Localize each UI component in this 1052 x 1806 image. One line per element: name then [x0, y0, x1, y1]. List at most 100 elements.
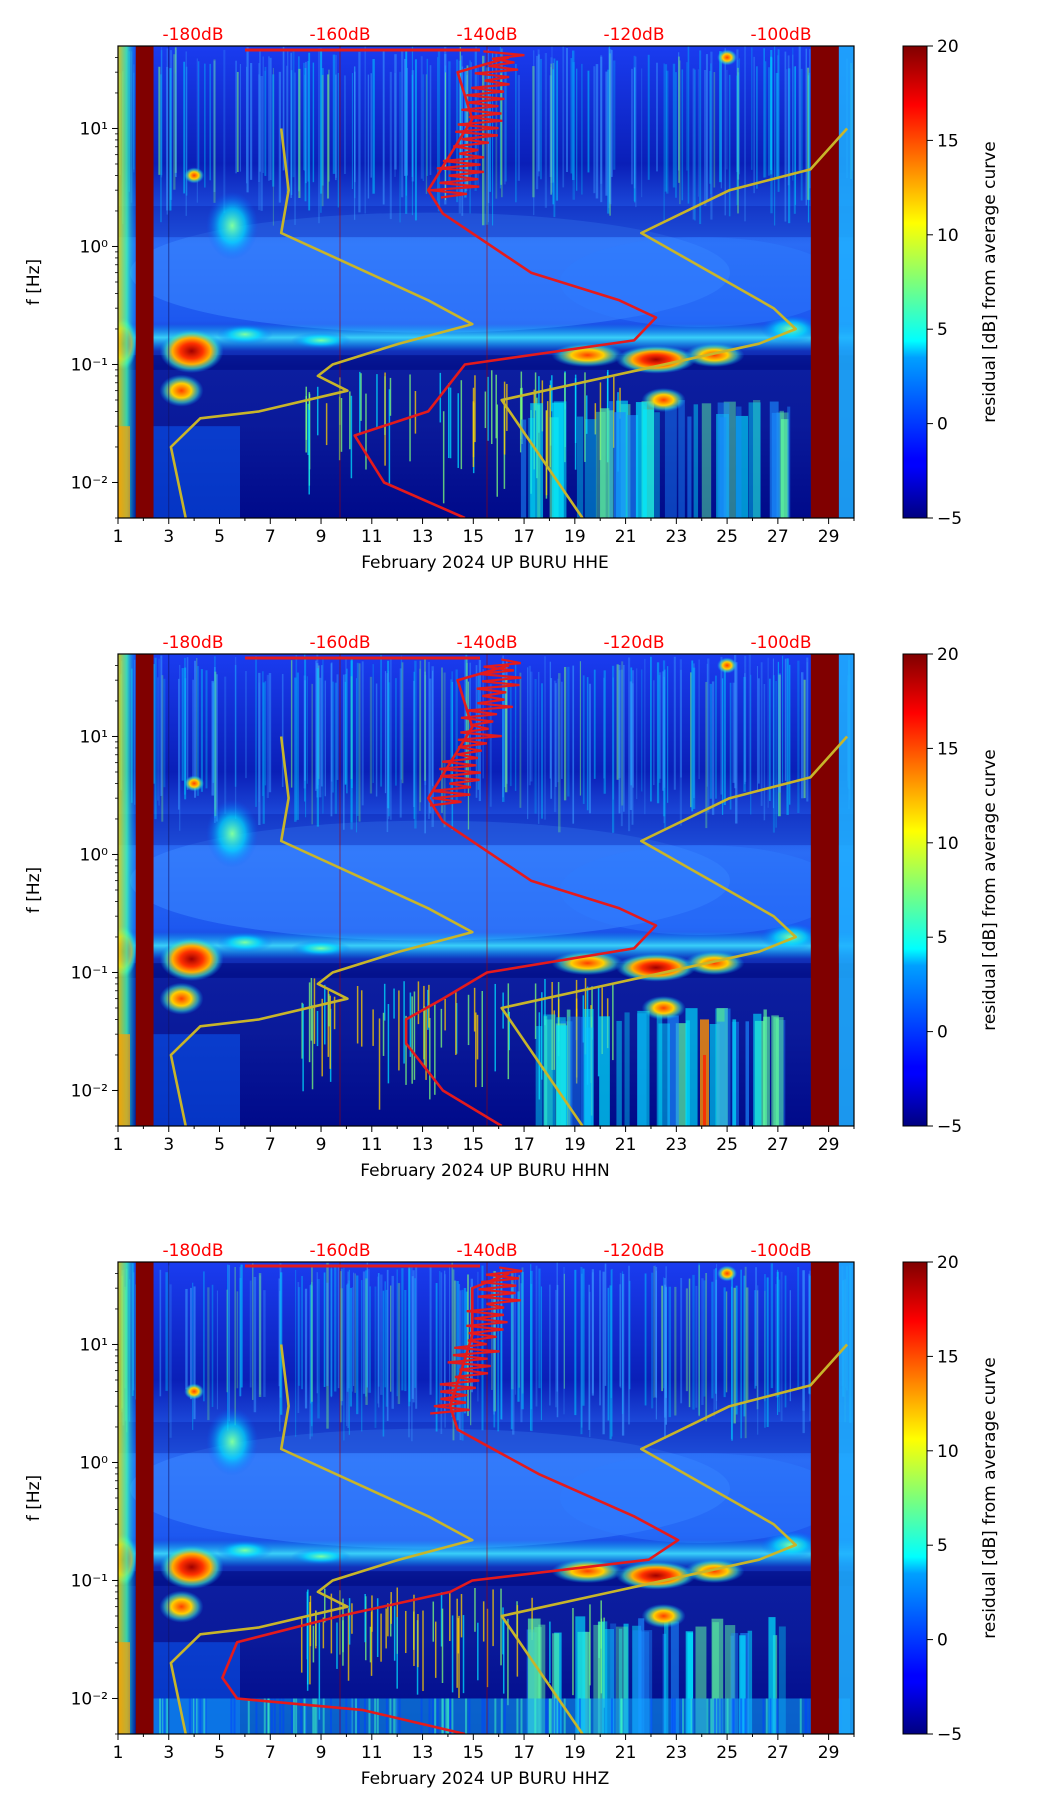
noise-streak — [802, 1270, 805, 1434]
average-psd-highfreq — [429, 50, 525, 199]
noise-streak — [264, 70, 266, 176]
noise-streak — [292, 50, 295, 178]
y-tick-label: 10⁻² — [71, 1689, 108, 1709]
noise-streak — [587, 70, 590, 173]
db-axis-label: -140dB — [456, 1241, 517, 1261]
noise-streak — [372, 664, 374, 784]
noise-streak — [550, 63, 552, 195]
noise-streak — [387, 660, 390, 809]
noise-streak — [679, 659, 682, 826]
heatmap-hotspot — [206, 191, 259, 260]
noise-streak — [610, 1269, 612, 1399]
noise-streak — [802, 1270, 805, 1411]
event-streak — [405, 1610, 407, 1654]
lowfreq-streak — [355, 1698, 358, 1734]
noise-streak — [211, 1284, 214, 1407]
lowfreq-column — [656, 1008, 663, 1126]
lowfreq-streak — [776, 1698, 779, 1734]
lowfreq-streak — [279, 1698, 282, 1734]
noise-streak — [701, 1278, 704, 1405]
lowfreq-column — [604, 1629, 615, 1734]
lowfreq-column — [712, 1622, 719, 1734]
noise-streak — [611, 1268, 613, 1437]
noise-streak — [620, 669, 623, 827]
lowfreq-streak — [363, 1698, 366, 1734]
lowfreq-column — [778, 1626, 786, 1734]
noise-streak — [555, 1289, 557, 1408]
x-tick-label: 27 — [767, 527, 789, 547]
noise-streak — [644, 1273, 647, 1406]
noise-streak — [419, 660, 422, 803]
noise-streak — [258, 682, 260, 802]
event-streak — [575, 998, 578, 1084]
event-streak — [388, 389, 391, 486]
noise-streak — [160, 655, 163, 796]
noise-streak — [726, 69, 728, 170]
noise-streak — [356, 1275, 359, 1415]
lowfreq-streak — [762, 1698, 765, 1734]
event-streak — [423, 1006, 426, 1068]
noise-streak — [621, 661, 624, 806]
event-streak — [359, 371, 361, 434]
noise-streak — [296, 672, 299, 820]
event-streak — [305, 396, 307, 453]
heatmap-fringe — [118, 426, 130, 518]
noise-streak — [337, 72, 340, 208]
noise-streak — [619, 1284, 622, 1387]
noise-streak — [384, 671, 387, 794]
lowfreq-streak — [350, 1698, 353, 1734]
noise-streak — [358, 51, 361, 213]
event-streak — [455, 1003, 458, 1054]
noise-streak — [369, 1286, 371, 1393]
lowfreq-column — [732, 1019, 737, 1126]
x-tick-label: 13 — [412, 527, 434, 547]
noise-streak — [538, 671, 540, 824]
noise-streak — [438, 1270, 441, 1404]
noise-streak — [249, 1280, 252, 1388]
noise-streak — [721, 678, 724, 815]
noise-streak — [767, 657, 769, 808]
noise-streak — [316, 668, 319, 827]
noise-streak — [327, 74, 330, 199]
lowfreq-column — [780, 419, 789, 518]
lowfreq-streak — [273, 1698, 276, 1734]
colorbar-frame — [902, 45, 928, 519]
noise-streak — [304, 1288, 308, 1409]
event-streak — [414, 391, 417, 434]
noise-streak — [304, 67, 307, 202]
noise-streak — [441, 667, 443, 813]
noise-streak — [303, 62, 306, 171]
colorbar-frame — [902, 1261, 928, 1735]
noise-streak — [204, 63, 206, 188]
noise-streak — [465, 1291, 468, 1390]
noise-streak — [764, 1274, 766, 1428]
colorbar-tick-label: 20 — [937, 1253, 959, 1273]
noise-streak — [636, 668, 638, 800]
lowfreq-column — [575, 1616, 586, 1734]
noise-streak — [673, 656, 676, 790]
noise-streak — [382, 1290, 385, 1437]
noise-streak — [332, 54, 336, 174]
event-streak — [442, 411, 445, 504]
x-tick-label: 15 — [462, 1743, 484, 1763]
lowfreq-column — [701, 403, 712, 518]
noise-streak — [444, 1274, 447, 1428]
noise-streak — [209, 63, 211, 181]
noise-streak — [330, 1268, 333, 1397]
event-streak — [302, 1003, 304, 1092]
noise-streak — [719, 51, 722, 183]
noise-streak — [234, 657, 237, 819]
event-streak — [387, 1004, 390, 1084]
noise-streak — [183, 61, 186, 194]
noise-streak — [353, 1272, 355, 1387]
noise-streak — [258, 74, 261, 211]
noise-streak — [789, 1290, 791, 1402]
lowfreq-streak — [733, 1698, 736, 1734]
noise-streak — [720, 656, 723, 795]
lowfreq-column — [658, 1023, 670, 1126]
noise-streak — [784, 51, 787, 222]
event-streak — [340, 397, 343, 452]
noise-streak — [411, 70, 415, 182]
event-streak — [300, 1617, 303, 1673]
lowfreq-streak — [290, 1698, 293, 1734]
